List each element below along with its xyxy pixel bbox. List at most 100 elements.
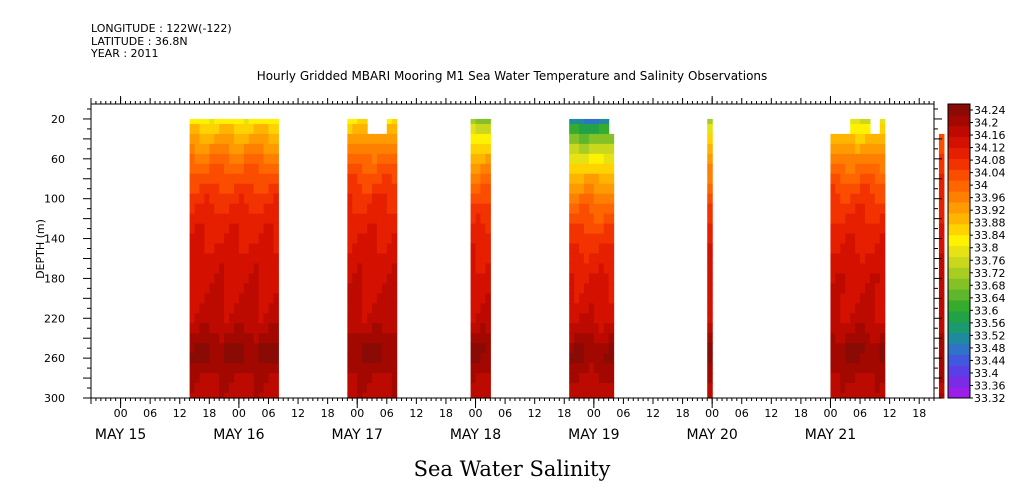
heatmap-cell xyxy=(199,123,205,135)
x-hour-tick-label: 00 xyxy=(350,407,364,420)
heatmap-cell xyxy=(386,153,393,165)
heatmap-cell xyxy=(372,133,378,145)
heatmap-cell xyxy=(268,153,274,165)
heatmap-cell xyxy=(238,363,245,374)
heatmap-cell xyxy=(189,243,196,255)
heatmap-cell xyxy=(855,393,861,399)
heatmap-cell xyxy=(574,223,580,235)
heatmap-cell xyxy=(273,363,279,374)
heatmap-cell xyxy=(214,313,220,324)
heatmap-cell xyxy=(253,213,260,225)
heatmap-cell xyxy=(391,233,398,245)
heatmap-cell xyxy=(224,173,230,185)
heatmap-cell xyxy=(357,353,363,364)
heatmap-cell xyxy=(855,233,861,245)
heatmap-cell xyxy=(219,353,225,364)
heatmap-cell xyxy=(243,123,250,135)
heatmap-cell xyxy=(608,213,615,225)
heatmap-cell xyxy=(579,193,585,205)
heatmap-cell xyxy=(583,393,590,399)
heatmap-cell xyxy=(273,293,279,304)
x-hour-tick-label: 12 xyxy=(883,407,897,420)
heatmap-cell xyxy=(224,223,230,235)
heatmap-cell xyxy=(352,183,358,195)
heatmap-cell xyxy=(372,323,378,334)
heatmap-cell xyxy=(855,243,861,255)
heatmap-cell xyxy=(204,183,210,195)
heatmap-cell xyxy=(362,393,368,399)
heatmap-cell xyxy=(855,173,861,185)
heatmap-cell xyxy=(845,323,851,334)
heatmap-cell xyxy=(485,263,491,275)
heatmap-cell xyxy=(579,273,585,284)
heatmap-cell xyxy=(569,253,575,265)
heatmap-cell xyxy=(229,373,235,384)
heatmap-cell xyxy=(233,183,240,195)
heatmap-cell xyxy=(855,373,861,384)
heatmap-cell xyxy=(352,118,358,125)
heatmap-cell xyxy=(938,243,945,255)
heatmap-cell xyxy=(860,163,866,175)
heatmap-cell xyxy=(608,383,615,394)
heatmap-cell xyxy=(480,143,486,155)
heatmap-cell xyxy=(367,243,373,255)
heatmap-cell xyxy=(194,323,201,334)
heatmap-cell xyxy=(864,223,871,235)
colorbar-swatch xyxy=(948,267,970,279)
heatmap-cell xyxy=(248,333,255,344)
heatmap-cell xyxy=(372,263,378,275)
heatmap-cell xyxy=(362,193,368,205)
heatmap-cell xyxy=(574,118,580,125)
heatmap-cell xyxy=(588,333,595,344)
heatmap-cell xyxy=(574,393,580,399)
heatmap-cell xyxy=(588,123,595,135)
heatmap-cell xyxy=(194,143,201,155)
heatmap-cell xyxy=(879,373,886,384)
heatmap-cell xyxy=(376,133,383,145)
x-hour-tick-label: 18 xyxy=(794,407,808,420)
heatmap-cell xyxy=(209,263,215,275)
colorbar-swatch xyxy=(948,212,970,225)
heatmap-cell xyxy=(219,343,225,354)
heatmap-cell xyxy=(352,203,358,215)
heatmap-cell xyxy=(835,143,841,155)
heatmap-cell xyxy=(588,243,595,255)
heatmap-cell xyxy=(209,303,215,314)
heatmap-cell xyxy=(347,183,353,195)
heatmap-cell xyxy=(376,323,383,334)
heatmap-cell xyxy=(229,243,235,255)
heatmap-cell xyxy=(253,163,260,175)
heatmap-cell xyxy=(840,133,846,145)
heatmap-cell xyxy=(229,263,235,275)
x-hour-tick-label: 12 xyxy=(646,407,660,420)
heatmap-cell xyxy=(204,193,210,205)
heatmap-cell xyxy=(381,293,388,304)
heatmap-cell xyxy=(835,383,841,394)
heatmap-cell xyxy=(475,203,482,215)
heatmap-cell xyxy=(199,283,205,294)
heatmap-cell xyxy=(253,203,260,215)
heatmap-cell xyxy=(470,333,477,344)
heatmap-cell xyxy=(248,363,255,374)
heatmap-cell xyxy=(391,143,398,155)
heatmap-cell xyxy=(367,303,373,314)
heatmap-cell xyxy=(376,333,383,344)
heatmap-cell xyxy=(874,333,881,344)
heatmap-cell xyxy=(268,323,274,334)
heatmap-cell xyxy=(243,173,250,185)
heatmap-cell xyxy=(850,333,856,344)
heatmap-cell xyxy=(835,133,841,145)
heatmap-cell xyxy=(574,213,580,225)
heatmap-cell xyxy=(189,373,196,384)
heatmap-cell xyxy=(386,303,393,314)
heatmap-cell xyxy=(860,313,866,324)
heatmap-cell xyxy=(583,303,590,314)
colorbar-tick-label: 34.2 xyxy=(974,117,999,130)
heatmap-cell xyxy=(372,213,378,225)
heatmap-cell xyxy=(224,353,230,364)
colorbar-swatch xyxy=(948,125,970,138)
heatmap-cell xyxy=(579,253,585,265)
heatmap-cell xyxy=(475,173,482,185)
heatmap-cell xyxy=(381,303,388,314)
heatmap-cell xyxy=(485,223,491,235)
